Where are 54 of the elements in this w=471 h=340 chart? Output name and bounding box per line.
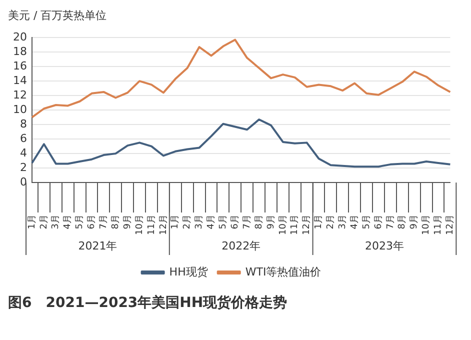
x-tick-label: 3月	[338, 214, 348, 230]
x-tick-label: 10月	[422, 214, 432, 235]
y-tick-label: 6	[20, 132, 27, 145]
y-tick-label: 0	[20, 175, 27, 188]
x-tick-label: 7月	[386, 214, 396, 230]
x-tick-label: 4月	[63, 214, 74, 230]
x-tick-label: 4月	[206, 214, 217, 230]
legend-label: WTI等热值油价	[245, 265, 322, 278]
x-tick-label: 6月	[230, 214, 240, 230]
x-tick-label: 6月	[374, 214, 384, 230]
x-tick-label: 8月	[110, 214, 121, 230]
x-tick-label: 6月	[87, 214, 98, 230]
x-tick-label: 2月	[326, 214, 336, 230]
x-tick-label: 5月	[75, 214, 86, 230]
x-tick-label: 1月	[314, 214, 324, 230]
x-tick-label: 9月	[410, 214, 420, 230]
x-tick-label: 9月	[122, 214, 133, 230]
x-tick-label: 2月	[182, 214, 193, 230]
legend-label: HH现货	[169, 265, 208, 278]
y-tick-label: 12	[12, 88, 27, 102]
x-tick-label: 5月	[362, 214, 372, 230]
x-tick-label: 9月	[266, 214, 276, 230]
y-tick-label: 4	[20, 146, 27, 160]
x-tick-label: 1月	[27, 214, 38, 230]
x-tick-label: 5月	[218, 214, 229, 230]
y-tick-label: 8	[20, 117, 27, 130]
x-tick-label: 3月	[194, 214, 205, 230]
text: 2021年	[78, 239, 118, 252]
x-tick-label: 8月	[398, 214, 408, 230]
x-tick-label: 10月	[134, 214, 145, 235]
x-tick-label: 7月	[242, 214, 252, 230]
x-tick-label: 12月	[158, 214, 169, 235]
y-tick-label: 14	[12, 74, 27, 87]
text: 2022年	[222, 239, 261, 252]
x-tick-label: 11月	[434, 214, 444, 235]
x-tick-label: 8月	[254, 214, 264, 230]
x-tick-label: 4月	[350, 214, 360, 230]
x-tick-label: 12月	[446, 214, 456, 235]
x-tick-label: 11月	[146, 214, 157, 235]
x-tick-label: 12月	[302, 214, 312, 235]
x-tick-label: 11月	[290, 214, 300, 235]
y-tick-label: 16	[12, 59, 27, 72]
y-tick-label: 20	[12, 30, 27, 44]
y-tick-label: 10	[12, 102, 27, 116]
x-tick-label: 2月	[39, 214, 50, 230]
text: 图6 2021—2023年美国HH现货价格走势	[8, 294, 288, 312]
x-tick-label: 1月	[170, 214, 181, 230]
x-tick-label: 3月	[51, 214, 62, 230]
y-tick-label: 2	[20, 160, 27, 174]
x-tick-label: 10月	[278, 214, 288, 235]
y-tick-label: 18	[12, 44, 27, 58]
y-axis-title: 美元 / 百万英热单位	[8, 8, 108, 24]
text: 2023年	[364, 239, 404, 252]
x-tick-label: 7月	[99, 214, 110, 230]
